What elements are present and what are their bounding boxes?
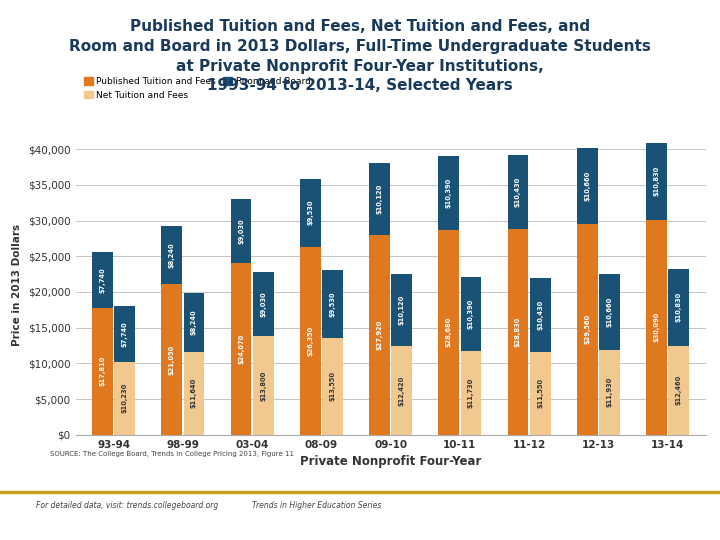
Text: $10,390: $10,390 — [446, 178, 451, 208]
Bar — [668, 346, 689, 435]
Text: $7,740: $7,740 — [99, 267, 106, 293]
Bar — [369, 163, 390, 235]
Text: $10,660: $10,660 — [606, 296, 613, 327]
Bar — [184, 352, 204, 435]
Bar — [92, 308, 113, 435]
Bar — [530, 352, 551, 435]
Text: $29,560: $29,560 — [584, 314, 590, 345]
Bar — [253, 272, 274, 336]
Bar — [668, 268, 689, 346]
Text: $10,390: $10,390 — [468, 299, 474, 329]
Bar — [530, 278, 551, 352]
Text: Published Tuition and Fees, Net Tuition and Fees, and
Room and Board in 2013 Dol: Published Tuition and Fees, Net Tuition … — [69, 19, 651, 93]
Text: Trends in Higher Education Series: Trends in Higher Education Series — [252, 501, 382, 510]
X-axis label: Private Nonprofit Four-Year: Private Nonprofit Four-Year — [300, 455, 481, 468]
Text: $30,090: $30,090 — [654, 312, 660, 342]
Bar — [438, 156, 459, 230]
Text: $10,830: $10,830 — [675, 292, 682, 322]
Text: $11,550: $11,550 — [537, 379, 543, 408]
Bar — [577, 224, 598, 435]
Text: $8,240: $8,240 — [168, 242, 175, 268]
Text: $11,640: $11,640 — [191, 378, 197, 408]
Bar — [369, 235, 390, 435]
Bar — [322, 338, 343, 435]
Bar — [646, 143, 667, 220]
Bar — [599, 349, 620, 435]
Text: $10,430: $10,430 — [515, 177, 521, 207]
Bar — [300, 247, 320, 435]
Text: $24,070: $24,070 — [238, 334, 244, 364]
Text: $21,050: $21,050 — [168, 345, 175, 375]
Text: $28,680: $28,680 — [446, 317, 451, 348]
Text: $10,660: $10,660 — [584, 171, 590, 201]
Bar — [253, 336, 274, 435]
Text: $11,930: $11,930 — [606, 377, 613, 407]
Text: $28,830: $28,830 — [515, 317, 521, 347]
Bar — [161, 226, 182, 285]
Text: $12,460: $12,460 — [675, 375, 682, 406]
Bar — [599, 273, 620, 349]
Text: $10,830: $10,830 — [654, 166, 660, 197]
Bar — [577, 148, 598, 224]
Bar — [114, 362, 135, 435]
Text: $12,420: $12,420 — [399, 375, 405, 406]
Bar — [230, 199, 251, 263]
Legend: Published Tuition and Fees, Net Tuition and Fees, Room and Board: Published Tuition and Fees, Net Tuition … — [80, 73, 315, 103]
Text: $9,030: $9,030 — [260, 291, 266, 317]
Text: $7,740: $7,740 — [122, 321, 127, 347]
Bar — [438, 230, 459, 435]
Text: $10,230: $10,230 — [122, 383, 127, 413]
Bar — [646, 220, 667, 435]
Bar — [391, 346, 412, 435]
Text: $27,920: $27,920 — [377, 320, 382, 350]
Bar — [508, 154, 528, 229]
Text: $9,530: $9,530 — [307, 200, 313, 225]
Text: $10,120: $10,120 — [399, 295, 405, 325]
Bar — [300, 179, 320, 247]
Bar — [92, 252, 113, 308]
Bar — [508, 229, 528, 435]
Bar — [161, 285, 182, 435]
Text: $9,530: $9,530 — [330, 291, 336, 317]
Text: $10,120: $10,120 — [377, 184, 382, 214]
Text: $11,730: $11,730 — [468, 377, 474, 408]
Bar — [461, 277, 481, 351]
Text: $8,240: $8,240 — [191, 309, 197, 335]
Text: For detailed data, visit: trends.collegeboard.org: For detailed data, visit: trends.college… — [36, 501, 218, 510]
Text: $10,430: $10,430 — [537, 300, 543, 330]
Text: $13,800: $13,800 — [260, 370, 266, 401]
Text: SOURCE: The College Board, Trends in College Pricing 2013, Figure 11: SOURCE: The College Board, Trends in Col… — [50, 451, 294, 457]
Text: $17,810: $17,810 — [99, 356, 106, 386]
Bar — [391, 274, 412, 346]
Text: $26,350: $26,350 — [307, 326, 313, 356]
Bar — [322, 270, 343, 338]
Y-axis label: Price in 2013 Dollars: Price in 2013 Dollars — [12, 224, 22, 346]
Bar — [184, 293, 204, 352]
Bar — [230, 263, 251, 435]
Text: $9,030: $9,030 — [238, 218, 244, 244]
Bar — [114, 307, 135, 362]
Text: $13,550: $13,550 — [330, 372, 336, 401]
Bar — [461, 351, 481, 435]
